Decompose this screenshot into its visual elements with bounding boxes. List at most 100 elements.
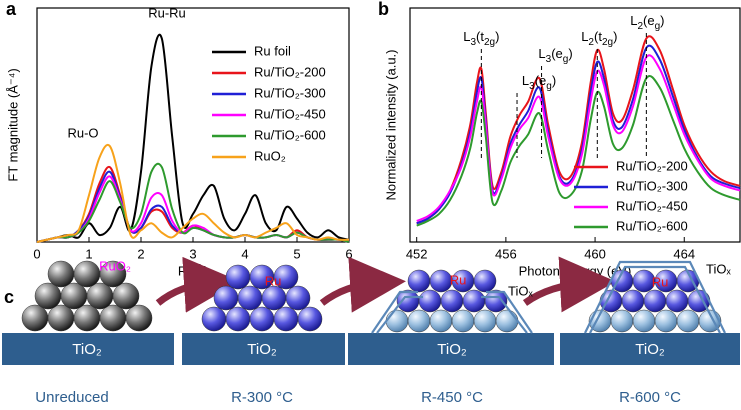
sphere [273, 306, 299, 332]
x-tick-label: 4 [241, 246, 248, 261]
stage-caption: R-450 °C [421, 389, 483, 406]
annotation: Ru-Ru [148, 5, 186, 20]
legend-label: Ru/TiO₂-300 [254, 85, 326, 100]
series-line [416, 35, 741, 225]
peak-label-part: ) [613, 29, 617, 44]
particle-label: Ru [265, 273, 282, 288]
stage-caption: R-600 °C [619, 389, 681, 406]
sphere [484, 289, 508, 313]
peak-label-part: L [522, 73, 529, 88]
legend-label: Ru/TiO₂-600 [254, 127, 326, 142]
x-tick-label: 3 [189, 246, 196, 261]
legend-label: Ru foil [254, 43, 291, 58]
support [182, 333, 345, 365]
sphere [632, 309, 656, 333]
arrow [522, 256, 616, 313]
peak-label-part: L [538, 46, 545, 61]
sphere [473, 269, 497, 293]
peak-label: L2(eg) [630, 13, 664, 31]
peak-label-part: L [630, 13, 637, 28]
panel-label: c [4, 287, 14, 307]
legend-label: Ru/TiO₂-200 [616, 158, 688, 173]
peak-label: L3(eg) [538, 46, 572, 64]
sphere [261, 285, 287, 311]
legend-label: Ru/TiO₂-450 [254, 106, 326, 121]
sphere [273, 264, 299, 290]
overlayer [481, 295, 528, 334]
sphere [621, 289, 645, 313]
stage-caption: R-300 °C [231, 389, 293, 406]
series-line [416, 54, 741, 222]
x-tick-label: 460 [584, 246, 606, 261]
peak-label-part: L [581, 29, 588, 44]
support [2, 333, 174, 365]
sphere [225, 306, 251, 332]
x-tick-label: 6 [345, 246, 352, 261]
sphere [99, 260, 127, 288]
diagram: c TiO₂ RuO₂ Unreduced TiO₂ Ru R-300 °C TiO₂ Ru Ti… [2, 256, 740, 406]
sphere [60, 282, 88, 310]
overlayer-label: TiOₓ [508, 283, 533, 298]
sphere [213, 285, 239, 311]
peak-label-part: 2 [637, 21, 643, 32]
peak-label-part: (t [594, 29, 602, 44]
sphere [297, 306, 323, 332]
peak-label-part: g [655, 21, 661, 32]
sphere [451, 309, 475, 333]
sphere [112, 282, 140, 310]
sphere [47, 304, 75, 332]
plot-frame [409, 7, 741, 243]
sphere [429, 269, 453, 293]
peak-label-part: ) [495, 29, 499, 44]
sphere [285, 285, 311, 311]
particle-label: Ru [652, 274, 669, 289]
peak-label-part: 3 [470, 37, 476, 48]
y-axis-label: Normalized intensity (a.u.) [383, 50, 398, 201]
x-axis-label: R (Å) [178, 263, 208, 278]
series-line [416, 44, 741, 225]
sphere [407, 269, 431, 293]
overlayer [589, 265, 721, 334]
sphere [665, 289, 689, 313]
overlayer [486, 290, 533, 334]
x-tick-label: 456 [495, 246, 517, 261]
charts: 0 1 2 3 4 5 6R (Å)FT magnitude (Å⁻⁴)aRu foilRu… [5, 0, 741, 278]
sphere [385, 309, 409, 333]
sphere [47, 260, 75, 288]
x-tick-label: 464 [673, 246, 695, 261]
support-label: TiO₂ [72, 341, 102, 358]
x-tick-label: 0 [33, 246, 40, 261]
sphere [225, 264, 251, 290]
peak-label-part: 3 [546, 54, 552, 65]
sphere [462, 289, 486, 313]
sphere [418, 289, 442, 313]
sphere [201, 306, 227, 332]
sphere [99, 304, 127, 332]
arrow [319, 256, 406, 313]
sphere [34, 282, 62, 310]
legend-label: RuO₂ [254, 148, 286, 163]
particle-label: RuO₂ [99, 258, 131, 273]
sphere [440, 289, 464, 313]
sphere [654, 309, 678, 333]
overlayer [584, 260, 726, 334]
overlayer [371, 290, 418, 334]
peak-label-part: (t [476, 29, 484, 44]
peak-label-part: ) [568, 46, 572, 61]
sphere [643, 289, 667, 313]
sphere [21, 304, 49, 332]
legend-label: Ru/TiO₂-600 [616, 218, 688, 233]
peak-label-part: 2g [602, 37, 613, 48]
peak-label-part: 3 [529, 81, 535, 92]
x-tick-label: 2 [137, 246, 144, 261]
x-tick-label: 1 [85, 246, 92, 261]
x-tick-label: 452 [406, 246, 428, 261]
overlayer-label: TiOₓ [706, 261, 731, 276]
sphere [473, 309, 497, 333]
sphere [73, 304, 101, 332]
support-label: TiO₂ [635, 341, 665, 358]
x-tick-label: 5 [293, 246, 300, 261]
peak-label-part: 2g [484, 37, 495, 48]
stage-caption: Unreduced [35, 389, 108, 406]
